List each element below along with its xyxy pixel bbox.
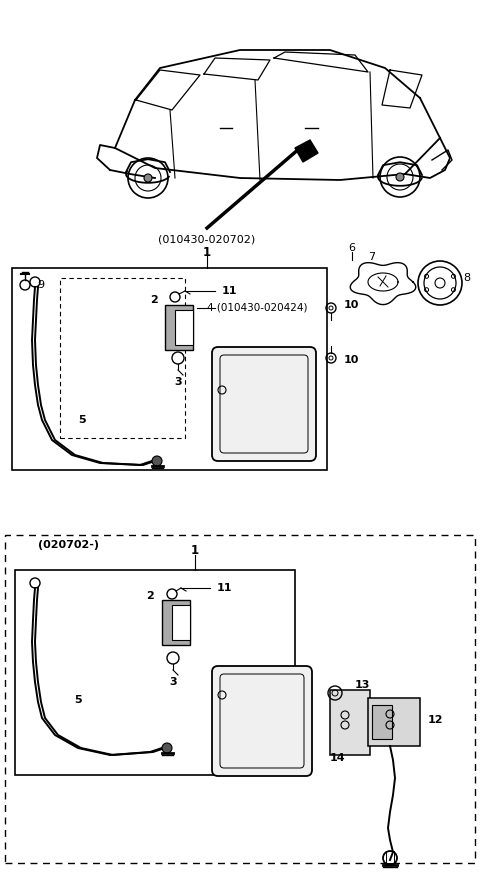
Bar (172, 605, 190, 640)
Text: 1: 1 (191, 543, 199, 556)
Text: 7: 7 (368, 252, 375, 262)
Text: 1: 1 (203, 247, 211, 260)
FancyBboxPatch shape (212, 347, 316, 461)
Circle shape (162, 743, 172, 753)
Circle shape (152, 456, 162, 466)
Text: 2: 2 (146, 591, 154, 601)
Bar (175, 310, 193, 345)
Text: 3: 3 (169, 677, 177, 687)
Bar (162, 600, 190, 645)
Text: 13: 13 (355, 680, 371, 690)
Bar (5, 535, 475, 863)
Bar (330, 690, 370, 755)
Circle shape (396, 173, 404, 181)
Text: 11: 11 (222, 286, 238, 296)
Bar (15, 570, 295, 775)
Text: 8: 8 (463, 273, 470, 283)
Text: 11: 11 (217, 583, 232, 593)
Bar (12, 268, 327, 470)
Text: (020702-): (020702-) (38, 540, 99, 550)
Bar (60, 278, 185, 438)
Bar (368, 698, 420, 746)
Text: 5: 5 (78, 415, 86, 425)
FancyBboxPatch shape (212, 666, 312, 776)
Text: 12: 12 (428, 715, 444, 725)
Text: 2: 2 (150, 295, 158, 305)
Polygon shape (295, 140, 318, 162)
Text: (010430-020702): (010430-020702) (158, 235, 256, 245)
Text: 10: 10 (344, 355, 360, 365)
Text: 5: 5 (74, 695, 82, 705)
Text: 10: 10 (344, 300, 360, 310)
Text: 6: 6 (348, 243, 356, 253)
Text: 4 (010430-020424): 4 (010430-020424) (207, 303, 307, 313)
Text: 14: 14 (330, 753, 346, 763)
Bar (165, 305, 193, 350)
Text: 3: 3 (174, 377, 182, 387)
Bar (386, 851, 394, 863)
Circle shape (144, 174, 152, 182)
Text: 9: 9 (37, 280, 44, 290)
Bar (372, 705, 392, 739)
